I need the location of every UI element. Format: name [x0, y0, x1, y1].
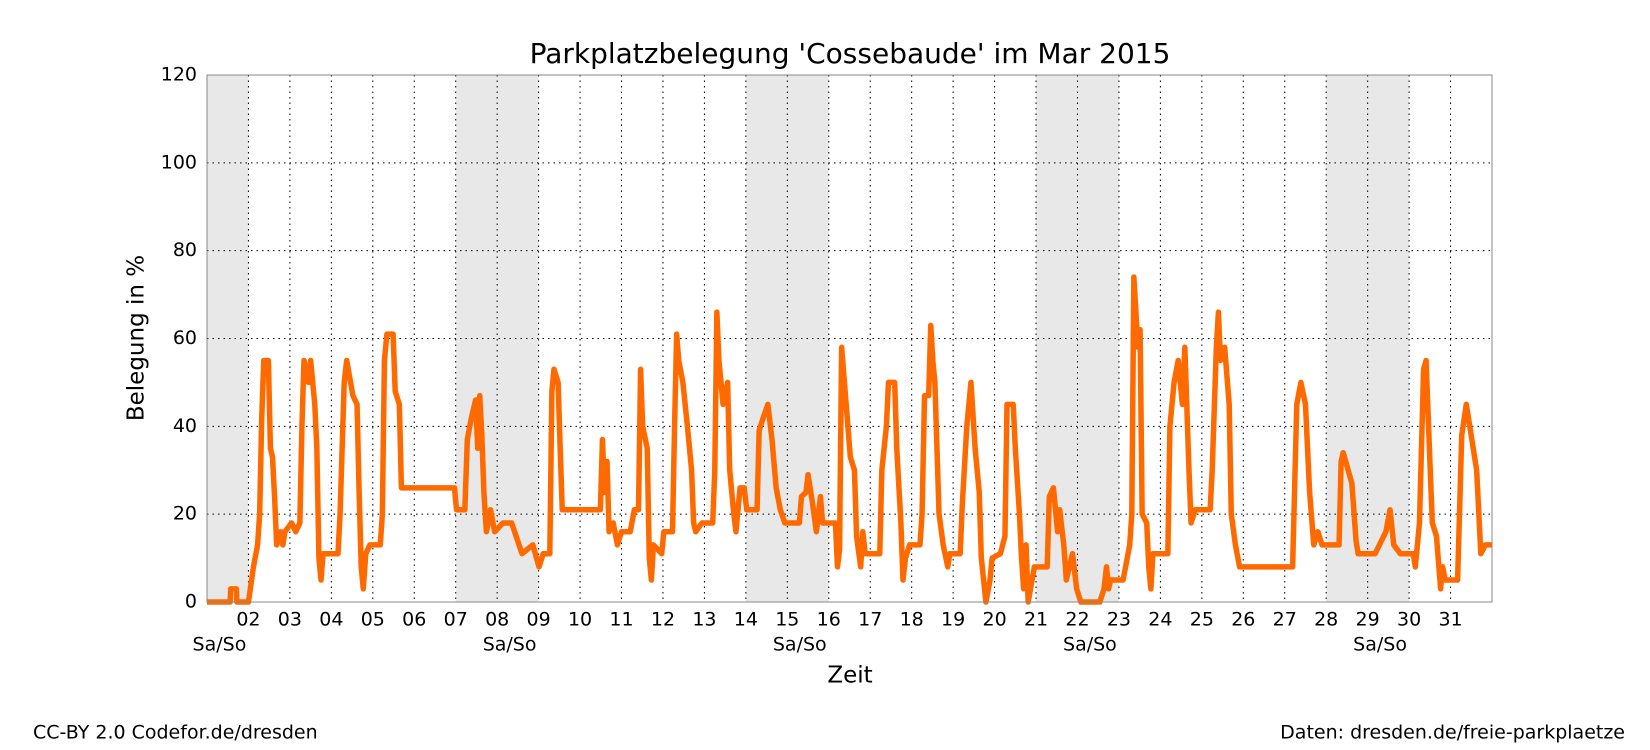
- weekend-label: Sa/So: [483, 634, 537, 656]
- x-tick-label: 20: [982, 609, 1006, 631]
- x-tick-label: 19: [941, 609, 965, 631]
- x-tick-label: 15: [775, 609, 799, 631]
- x-tick-label: 14: [734, 609, 758, 631]
- x-tick-label: 03: [278, 609, 302, 631]
- x-tick-label: 09: [527, 609, 551, 631]
- occupancy-line: [207, 274, 1492, 605]
- x-tick-label: 27: [1273, 609, 1297, 631]
- x-tick-label: 28: [1314, 609, 1338, 631]
- y-tick-label: 60: [173, 327, 197, 349]
- y-tick-label: 100: [161, 151, 197, 173]
- x-tick-label: 30: [1397, 609, 1421, 631]
- x-axis-label: Zeit: [827, 663, 872, 689]
- y-tick-label: 20: [173, 503, 197, 525]
- x-tick-label: 17: [858, 609, 882, 631]
- x-tick-label: 18: [900, 609, 924, 631]
- x-tick-label: 25: [1190, 609, 1214, 631]
- x-tick-label: 23: [1107, 609, 1131, 631]
- x-tick-label: 31: [1438, 609, 1462, 631]
- y-tick-label: 120: [161, 64, 197, 86]
- x-tick-label: 29: [1356, 609, 1380, 631]
- x-tick-label: 04: [319, 609, 343, 631]
- weekend-band: [455, 75, 539, 602]
- x-tick-label: 16: [817, 609, 841, 631]
- y-axis-label: Belegung in %: [124, 255, 150, 421]
- weekend-label: Sa/So: [1063, 634, 1117, 656]
- y-tick-label: 0: [185, 591, 197, 613]
- x-tick-label: 06: [402, 609, 426, 631]
- y-tick-label: 40: [173, 415, 197, 437]
- chart-title: Parkplatzbelegung 'Cossebaude' im Mar 20…: [530, 37, 1171, 70]
- weekend-label: Sa/So: [193, 634, 247, 656]
- plot-frame: [206, 74, 1493, 603]
- weekend-label: Sa/So: [773, 634, 827, 656]
- x-tick-label: 05: [361, 609, 385, 631]
- x-tick-label: 10: [568, 609, 592, 631]
- x-tick-label: 22: [1065, 609, 1089, 631]
- y-tick-label: 80: [173, 239, 197, 261]
- weekend-label: Sa/So: [1353, 634, 1407, 656]
- x-tick-label: 24: [1148, 609, 1172, 631]
- x-tick-label: 11: [609, 609, 633, 631]
- footer-right: Daten: dresden.de/freie-parkplaetze: [1280, 722, 1625, 744]
- x-tick-label: 21: [1024, 609, 1048, 631]
- x-tick-label: 07: [444, 609, 468, 631]
- x-tick-label: 13: [692, 609, 716, 631]
- x-tick-label: 08: [485, 609, 509, 631]
- footer-left: CC-BY 2.0 Codefor.de/dresden: [33, 722, 318, 744]
- line-layer: [207, 274, 1492, 605]
- x-tick-label: 02: [236, 609, 260, 631]
- x-tick-label: 26: [1231, 609, 1255, 631]
- x-tick-label: 12: [651, 609, 675, 631]
